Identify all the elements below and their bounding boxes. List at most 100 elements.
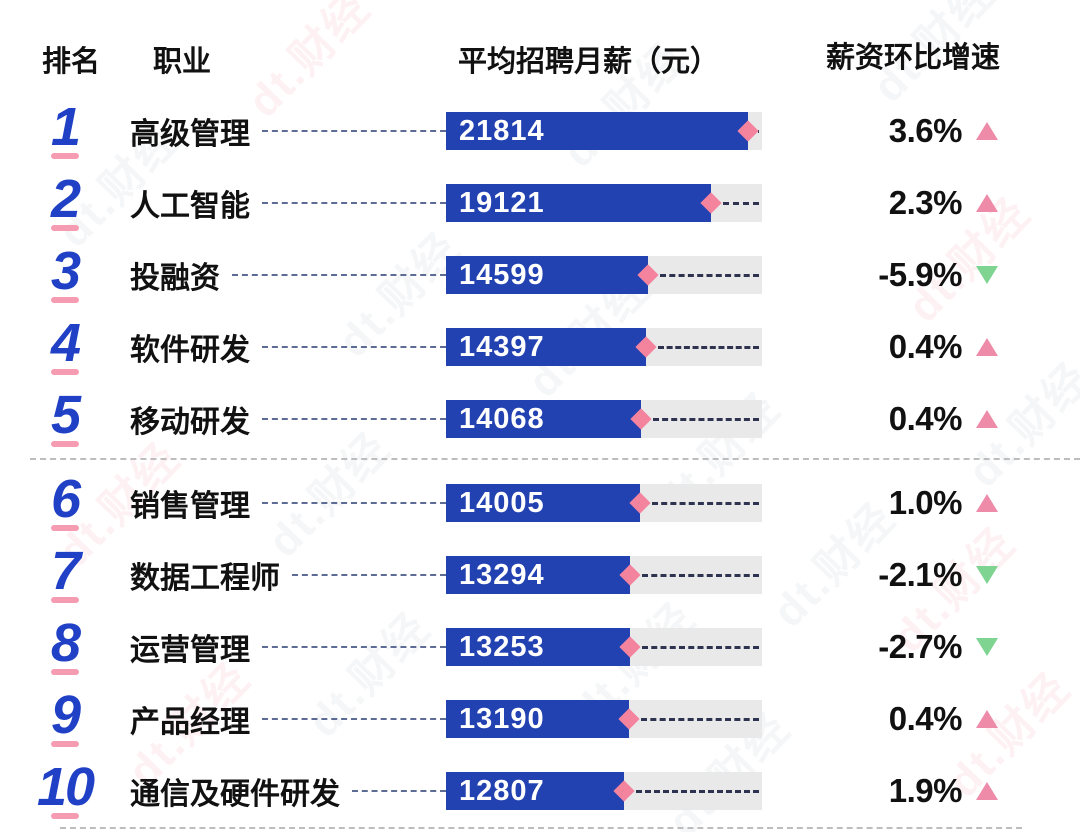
occupation-cell: 人工智能 [130,181,446,225]
track-dashed-line [652,502,759,505]
growth-cell: 0.4% [762,400,1080,438]
rank-cell: 10 [0,760,130,820]
table-row: 5 移动研发 14068 0.4% [0,383,1080,455]
occupation-label: 通信及硬件研发 [130,778,340,811]
salary-bar: 14068 [446,400,641,438]
rank-cell: 6 [0,472,130,532]
growth-cell: 2.3% [762,184,1080,222]
rank-underline [51,597,79,604]
salary-bar-track: 21814 [446,112,762,150]
occupation-cell: 运营管理 [130,625,446,669]
dashed-connector [232,274,446,276]
triangle-down-icon [976,266,998,284]
track-dashed-line [641,718,759,721]
rank-underline [51,225,79,232]
rank-cell: 3 [0,244,130,304]
rank-cell: 5 [0,388,130,448]
growth-value: 2.3% [888,184,963,221]
salary-bar: 19121 [446,184,711,222]
growth-cell: -2.1% [762,556,1080,594]
rank-cell: 2 [0,168,130,232]
rank-underline [51,297,79,304]
table-row: 6 销售管理 14005 1.0% [0,467,1080,539]
dashed-connector [262,130,446,132]
rank-underline [51,813,79,820]
occupation-cell: 通信及硬件研发 [130,769,446,813]
track-dashed-line [758,130,759,133]
salary-bar-track: 19121 [446,184,762,222]
salary-bar-track: 14068 [446,400,762,438]
track-dashed-line [653,418,759,421]
growth-cell: 1.9% [762,772,1080,810]
salary-value: 14397 [459,330,545,363]
rank-number: 8 [50,612,81,673]
occupation-label: 产品经理 [130,706,250,739]
triangle-down-icon [976,566,998,584]
table-row: 8 运营管理 13253 -2.7% [0,611,1080,683]
triangle-up-icon [976,410,998,428]
track-dashed-line [723,202,759,205]
table-row: 1 高级管理 21814 3.6% [0,95,1080,167]
occupation-label: 软件研发 [130,334,250,367]
dashed-connector [262,502,446,504]
salary-value: 21814 [459,114,545,147]
salary-bar-track: 13294 [446,556,762,594]
rank-underline [51,153,79,160]
salary-value: 13190 [459,702,545,735]
growth-cell: 0.4% [762,328,1080,366]
rank-underline [51,525,79,532]
salary-bar-track: 14005 [446,484,762,522]
table-header: 排名 职业 平均招聘月薪（元） 薪资环比增速 [0,0,1080,95]
dashed-connector [262,346,446,348]
rank-number: 9 [50,684,81,745]
salary-value: 14599 [459,258,545,291]
salary-value: 13294 [459,558,545,591]
salary-value: 13253 [459,630,545,663]
track-dashed-line [642,646,759,649]
rank-cell: 8 [0,612,130,676]
salary-value: 14068 [459,402,545,435]
rank-number: 2 [50,168,81,229]
rank-cell: 1 [0,96,130,160]
growth-value: 3.6% [888,112,963,149]
salary-bar-track: 13253 [446,628,762,666]
occupation-label: 销售管理 [130,490,250,523]
header-salary: 平均招聘月薪（元） [458,46,720,78]
rank-underline [51,669,79,676]
track-dashed-line [658,346,759,349]
rank-underline [51,741,79,748]
ranking-rows: 1 高级管理 21814 3.6% 2 人工智能 [0,95,1080,827]
triangle-up-icon [976,122,998,140]
occupation-label: 高级管理 [130,118,250,151]
salary-bar: 13190 [446,700,629,738]
growth-value: -5.9% [878,256,962,293]
dashed-connector [262,646,446,648]
dashed-connector [262,202,446,204]
track-dashed-line [642,574,759,577]
salary-bar: 14599 [446,256,648,294]
header-growth: 薪资环比增速 [826,42,1001,74]
growth-cell: -2.7% [762,628,1080,666]
rank-underline [51,441,79,448]
triangle-up-icon [976,710,998,728]
rank-underline [51,369,79,376]
growth-value: -2.7% [878,628,962,665]
rank-cell: 9 [0,684,130,748]
rank-cell: 7 [0,544,130,604]
track-dashed-line [660,274,759,277]
triangle-up-icon [976,194,998,212]
rank-number: 1 [50,96,81,157]
triangle-up-icon [976,494,998,512]
table-row: 9 产品经理 13190 0.4% [0,683,1080,755]
header-occupation: 职业 [153,46,212,78]
bottom-divider [60,827,1022,829]
salary-bar: 13253 [446,628,630,666]
growth-value: 0.4% [888,400,963,437]
header-rank: 排名 [42,46,101,78]
salary-bar-track: 12807 [446,772,762,810]
table-row: 3 投融资 14599 -5.9% [0,239,1080,311]
occupation-cell: 高级管理 [130,109,446,153]
dashed-connector [352,790,446,792]
growth-value: -2.1% [878,556,962,593]
